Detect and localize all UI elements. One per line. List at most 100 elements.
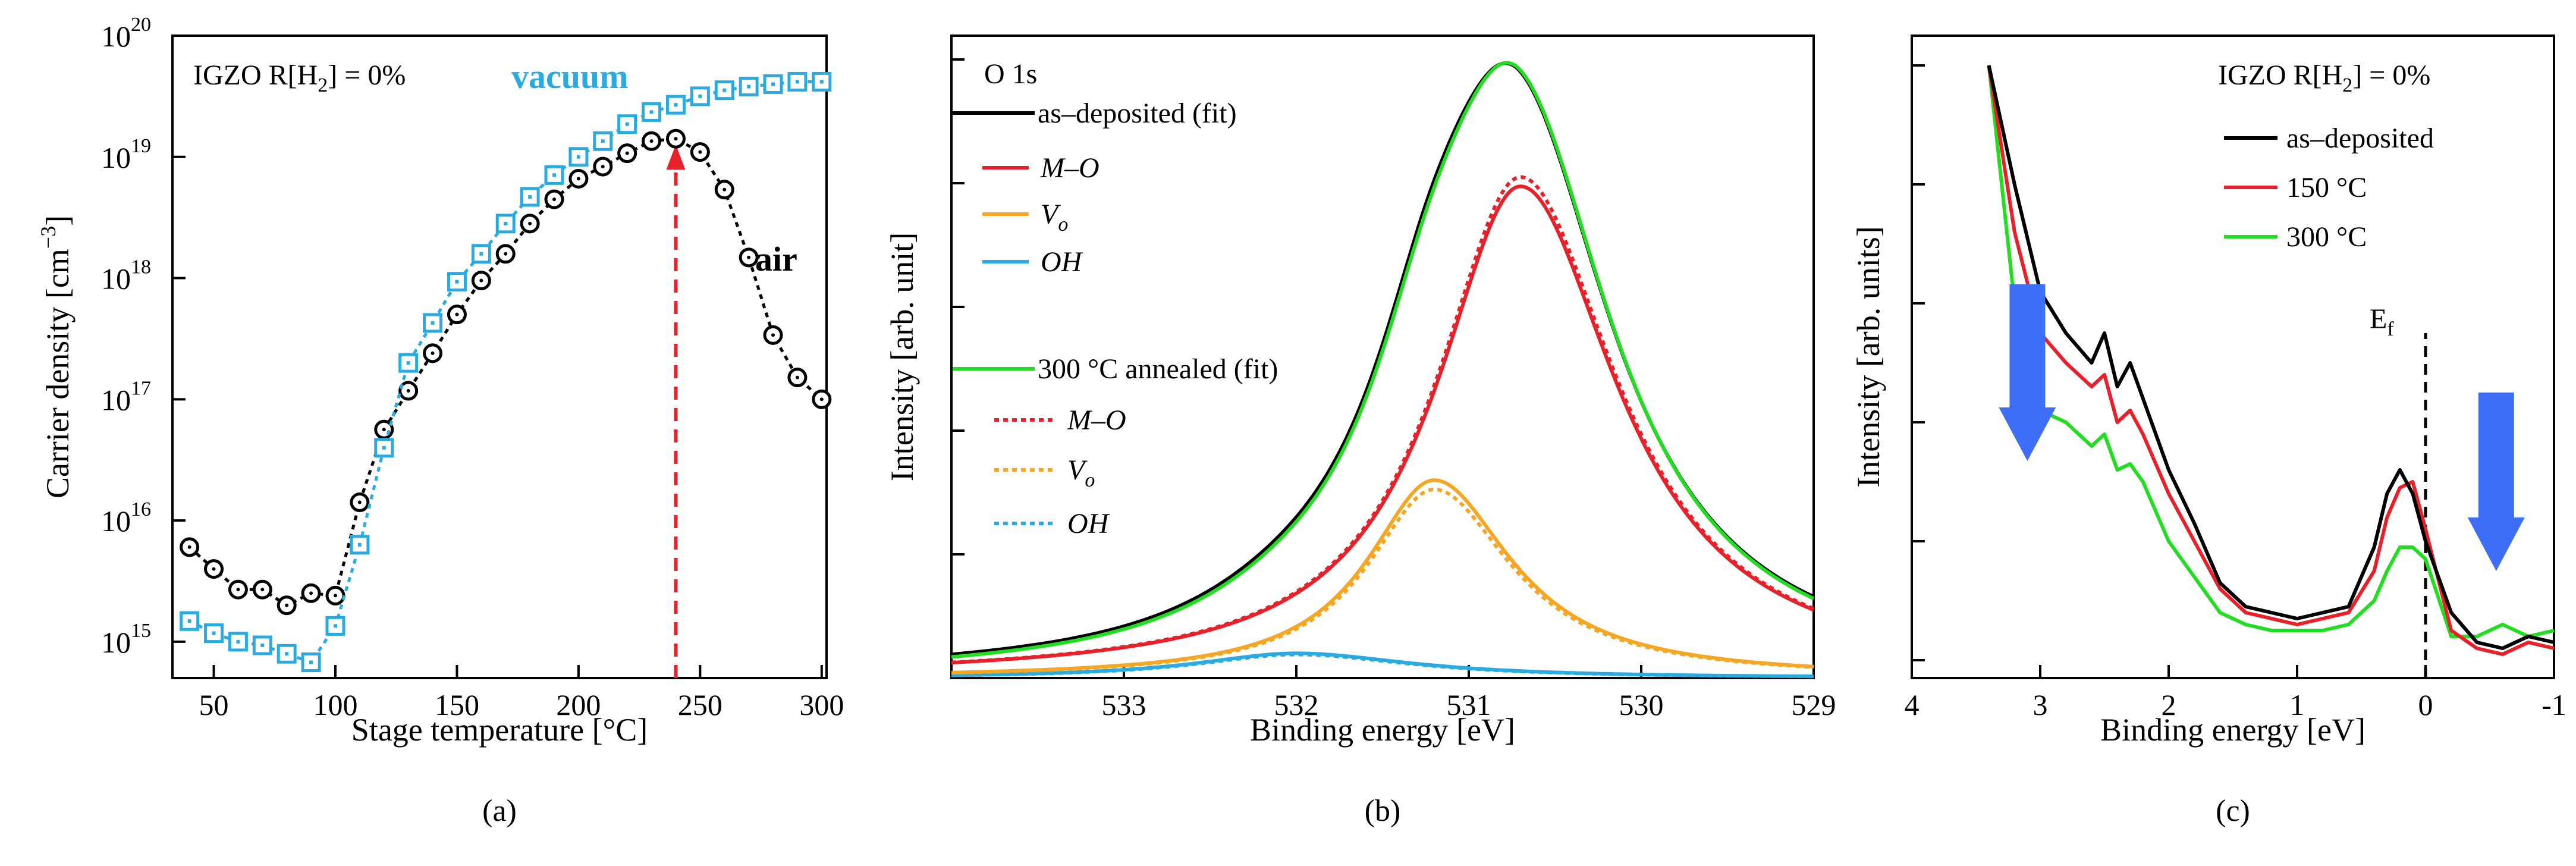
data-point-vacuum-dot — [795, 80, 799, 84]
series-line-air — [188, 137, 823, 607]
data-point-air-dot — [552, 197, 557, 202]
data-point-air-dot — [309, 591, 313, 595]
legend-label-vo-ann: Vo — [1067, 454, 1095, 491]
curve-vo-annealed — [951, 487, 1814, 675]
curve-total-annealed — [951, 61, 1815, 659]
data-point-air-dot — [625, 151, 629, 155]
data-point-air-dot — [236, 588, 240, 592]
panel-c-frame — [1911, 34, 2555, 679]
legend-label-oh-asdep: OH — [1041, 246, 1083, 278]
data-point-vacuum-dot — [382, 445, 386, 450]
panel-c-title: IGZO R[H2] = 0% — [2218, 59, 2430, 96]
data-point-vacuum-dot — [504, 221, 508, 225]
x-tick-label: -1 — [2542, 688, 2566, 721]
data-point-vacuum — [423, 313, 443, 333]
fermi-level-label: Ef — [2370, 303, 2394, 340]
panel-b-frame — [950, 34, 1815, 679]
data-point-vacuum-dot — [722, 88, 727, 92]
x-tick-label: 3 — [2033, 688, 2048, 721]
y-tick-label: 1020 — [101, 14, 151, 53]
data-point-air-dot — [698, 150, 702, 154]
data-point-vacuum-dot — [528, 195, 532, 199]
y-tick-label: 1015 — [101, 620, 151, 659]
panel-a-letter: (a) — [482, 794, 517, 828]
panel-a-x-axis-label: Stage temperature [°C] — [351, 712, 648, 748]
legend-label-c-asdep: as–deposited — [2286, 123, 2434, 154]
data-point-vacuum-dot — [431, 321, 435, 325]
data-point-air-dot — [795, 375, 799, 379]
x-tick-label: 0 — [2418, 688, 2433, 721]
legend-label-mo-asdep: M–O — [1040, 152, 1099, 184]
data-point-vacuum-dot — [406, 361, 410, 365]
panel-a-frame — [171, 34, 828, 679]
x-tick-label: 250 — [678, 688, 722, 721]
panel-c-legend: as–deposited 150 °C 300 °C — [2224, 123, 2434, 253]
data-point-air-dot — [357, 500, 362, 504]
data-point-air-dot — [747, 255, 751, 259]
data-point-vacuum-dot — [747, 84, 751, 89]
data-point-vacuum-dot — [187, 619, 191, 623]
curve-oh-annealed — [951, 652, 1814, 679]
panel-c-x-axis-label: Binding energy [eV] — [2100, 712, 2365, 748]
x-tick-label: 50 — [199, 688, 229, 721]
data-point-air-dot — [285, 603, 289, 607]
x-tick-label: 300 — [799, 688, 844, 721]
y-tick-label: 1016 — [101, 498, 151, 538]
x-tick-label: 2 — [2162, 688, 2176, 721]
series-150C — [1987, 65, 2555, 656]
data-point-vacuum-dot — [771, 82, 775, 86]
arrow-down-right-icon — [2467, 393, 2525, 571]
panel-a-title: IGZO R[H2] = 0% — [193, 59, 406, 96]
panel-b-x-axis-label: Binding energy [eV] — [1250, 712, 1515, 748]
panel-c-letter: (c) — [2216, 794, 2250, 828]
data-point-air-dot — [819, 397, 824, 401]
series-300C — [1987, 65, 2555, 638]
x-tick-label: 150 — [435, 688, 479, 721]
data-point-vacuum-dot — [455, 280, 459, 284]
panel-b-y-axis-label: Intensity [arb. unit] — [884, 233, 920, 481]
data-point-air-dot — [601, 165, 605, 169]
y-tick-label: 1019 — [101, 135, 151, 174]
panel-c-chart: 4 3 2 1 0 -1 IGZO R[H2] = 0% as–deposited 150… — [1851, 34, 2566, 828]
data-point-vacuum-dot — [698, 94, 702, 98]
panel-b-y-ticks — [951, 58, 965, 679]
y-tick-label: 1017 — [101, 377, 151, 416]
legend-label-c-300: 300 °C — [2286, 221, 2367, 253]
data-point-air-dot — [722, 187, 727, 192]
data-point-air-dot — [576, 177, 580, 181]
data-point-air-dot — [649, 139, 654, 143]
y-tick-label: 1018 — [101, 256, 151, 296]
data-point-air-dot — [260, 588, 265, 592]
panel-a-series — [180, 71, 832, 678]
data-point-vacuum-dot — [479, 252, 483, 256]
panel-b-title: O 1s — [984, 58, 1037, 90]
data-point-vacuum-dot — [576, 155, 580, 159]
legend-label-annealed: 300 °C annealed (fit) — [1038, 353, 1278, 385]
data-point-air-dot — [479, 278, 483, 283]
panel-c-y-ticks — [1912, 64, 1925, 661]
data-point-air-dot — [771, 333, 775, 337]
x-tick-label: 1 — [2290, 688, 2305, 721]
data-point-air-dot — [333, 594, 337, 598]
panel-a-label-air: air — [755, 240, 797, 278]
legend-label-c-150: 150 °C — [2286, 172, 2367, 203]
legend-label-as-deposited: as–deposited (fit) — [1038, 98, 1237, 129]
data-point-vacuum-dot — [260, 643, 265, 647]
data-point-vacuum-dot — [357, 542, 362, 547]
data-point-vacuum-dot — [674, 103, 678, 107]
x-tick-label: 530 — [1619, 688, 1664, 721]
panel-c-y-axis-label: Intensity [arb. units] — [1851, 226, 1886, 487]
x-tick-label: 531 — [1447, 688, 1491, 721]
x-tick-label: 533 — [1102, 688, 1146, 721]
data-point-vacuum-dot — [601, 139, 605, 143]
data-point-air-dot — [382, 428, 386, 432]
panel-c-series — [1987, 65, 2555, 678]
x-tick-label: 532 — [1274, 688, 1319, 721]
data-point-vacuum-dot — [236, 639, 240, 644]
data-point-vacuum-dot — [333, 624, 337, 628]
series-as-deposited — [1987, 65, 2555, 650]
panel-b-x-ticks: 533 532 531 530 529 — [1102, 665, 1836, 721]
data-point-vacuum-dot — [285, 652, 289, 656]
panel-a-x-ticks: 50 100 150 200 250 300 — [199, 665, 844, 721]
data-point-vacuum-dot — [552, 173, 557, 177]
